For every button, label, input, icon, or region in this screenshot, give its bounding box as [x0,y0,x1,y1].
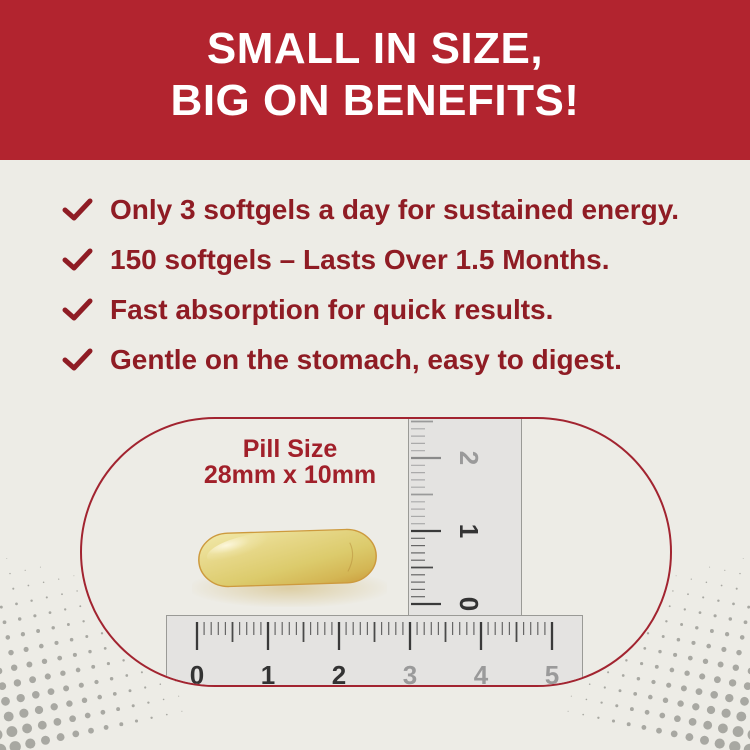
svg-text:2: 2 [454,451,484,465]
svg-text:0: 0 [454,597,484,611]
svg-text:1: 1 [454,524,484,538]
svg-text:0: 0 [190,660,204,687]
svg-text:4: 4 [474,660,489,687]
svg-text:3: 3 [403,660,417,687]
svg-text:5: 5 [545,660,559,687]
svg-text:2: 2 [332,660,346,687]
svg-text:1: 1 [261,660,275,687]
